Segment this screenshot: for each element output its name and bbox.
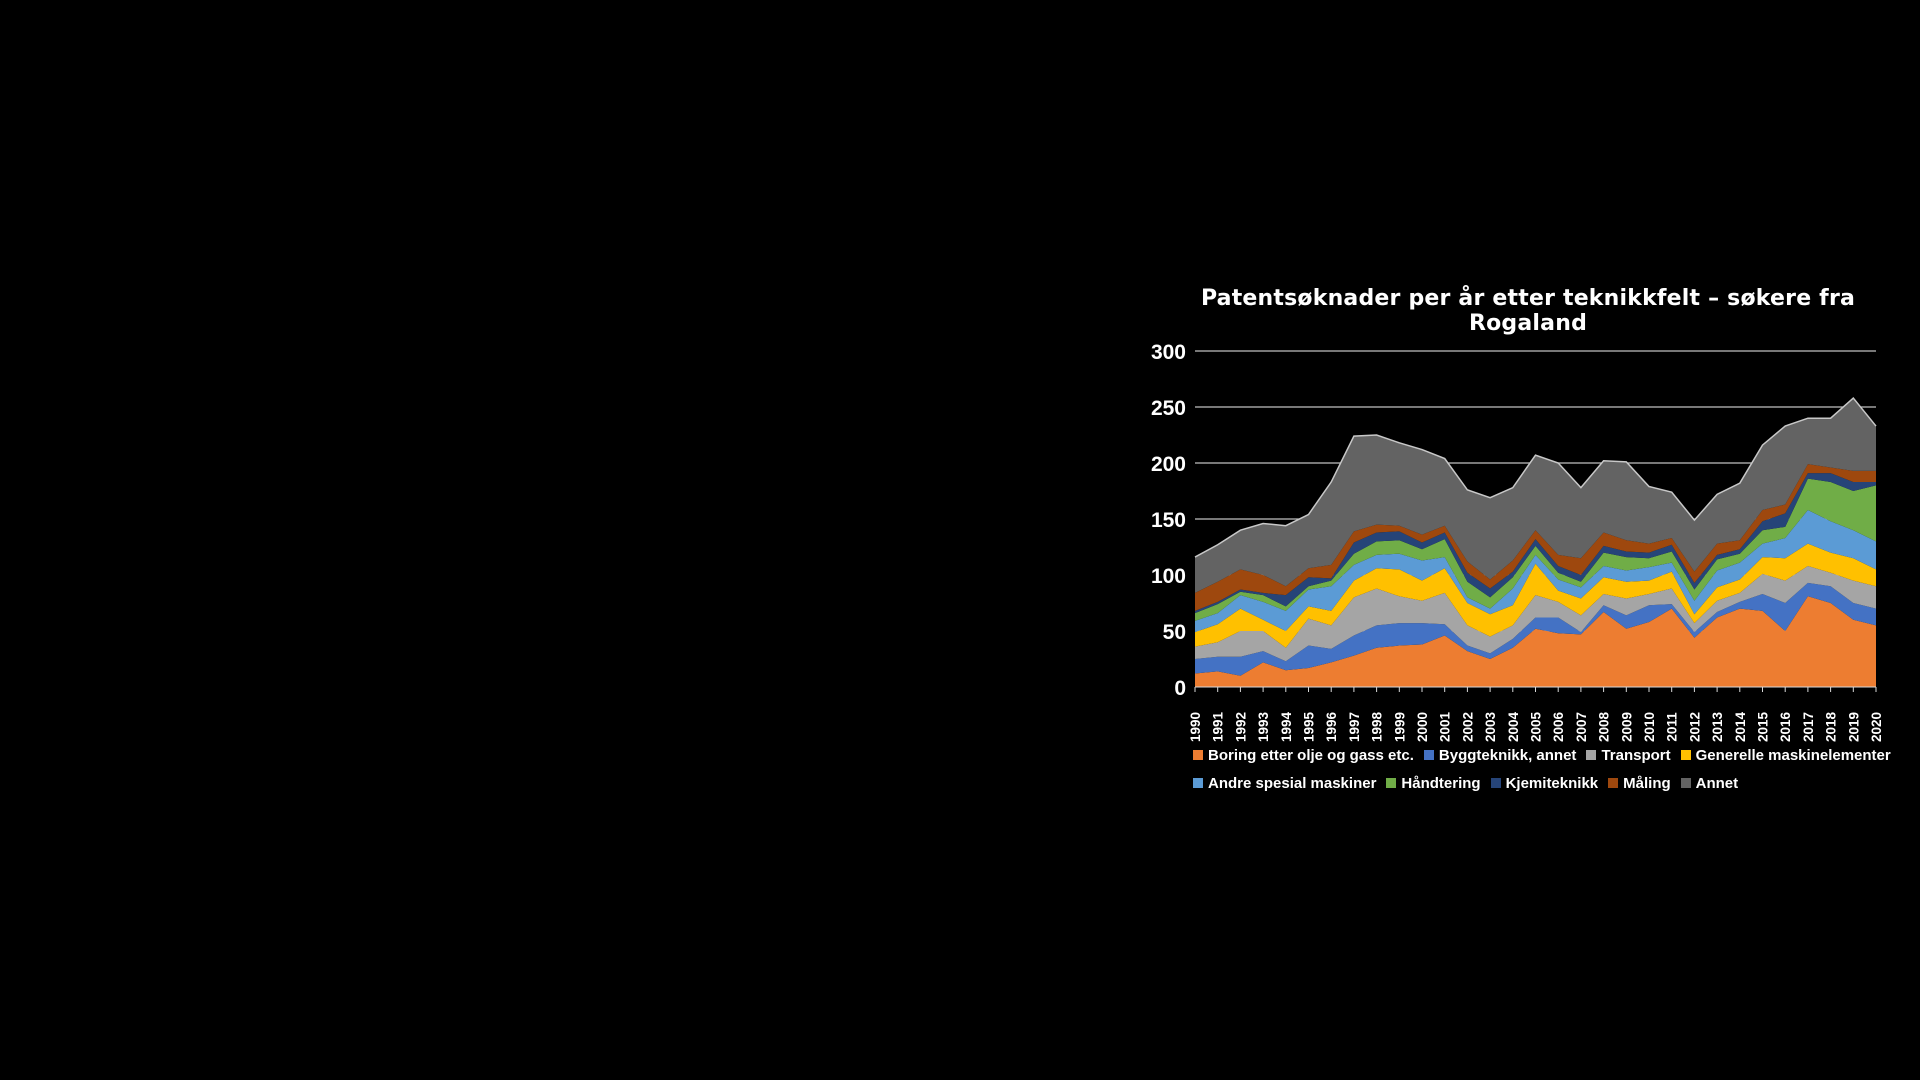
x-tick-label: 2000 bbox=[1415, 712, 1430, 742]
x-tick-label: 2013 bbox=[1710, 711, 1725, 742]
x-tick-label: 2015 bbox=[1756, 711, 1771, 742]
legend-swatch bbox=[1608, 778, 1619, 788]
x-tick-label: 1991 bbox=[1211, 711, 1226, 742]
x-tick-label: 1994 bbox=[1279, 711, 1294, 742]
area-series bbox=[1194, 396, 1877, 688]
y-tick-label: 50 bbox=[1163, 621, 1186, 644]
y-axis: 0 50 100 150 200 250 300 bbox=[1151, 341, 1186, 700]
legend-swatch bbox=[1386, 778, 1397, 788]
legend-label: Annet bbox=[1695, 774, 1739, 792]
legend-swatch bbox=[1680, 778, 1691, 788]
x-tick-label: 2005 bbox=[1529, 711, 1544, 742]
x-tick-label: 2020 bbox=[1869, 712, 1884, 742]
chart-title: Patentsøknader per år etter teknikkfelt … bbox=[1200, 286, 1856, 336]
legend-item: Byggteknikk, annet bbox=[1423, 746, 1577, 764]
x-tick-label: 2002 bbox=[1460, 712, 1475, 742]
x-tick-label: 2003 bbox=[1483, 711, 1498, 742]
legend: Boring etter olje og gass etc. Byggteknik… bbox=[1193, 741, 1893, 797]
legend-swatch bbox=[1193, 750, 1203, 760]
legend-item: Transport bbox=[1586, 746, 1671, 764]
x-tick-label: 2008 bbox=[1597, 711, 1612, 742]
y-tick-label: 0 bbox=[1174, 677, 1186, 700]
legend-label: Boring etter olje og gass etc. bbox=[1208, 746, 1414, 764]
legend-label: Kjemiteknikk bbox=[1505, 774, 1599, 792]
legend-row: Boring etter olje og gass etc. Byggteknik… bbox=[1193, 741, 1893, 769]
y-tick-label: 150 bbox=[1151, 509, 1186, 532]
area-byggteknikk-annet bbox=[1195, 582, 1876, 676]
y-tick-label: 300 bbox=[1151, 341, 1186, 364]
total-outline bbox=[1194, 396, 1877, 558]
x-tick-label: 2004 bbox=[1506, 711, 1521, 742]
x-tick-label: 2010 bbox=[1642, 712, 1657, 742]
x-tick-label: 1992 bbox=[1233, 712, 1248, 742]
legend-label: Måling bbox=[1623, 774, 1671, 792]
legend-row: Andre spesial maskiner Håndtering Kjemitek… bbox=[1193, 769, 1893, 797]
x-tick-label: 1995 bbox=[1302, 711, 1317, 742]
x-tick-label: 2018 bbox=[1824, 711, 1839, 742]
legend-swatch bbox=[1586, 750, 1597, 760]
y-tick-label: 100 bbox=[1151, 565, 1186, 588]
x-tick-label: 1999 bbox=[1392, 712, 1407, 742]
x-tick-label: 1990 bbox=[1188, 712, 1203, 742]
x-axis: 1990 1991 1992 1993 1994 1995 1996 1997 1998 1999… bbox=[1188, 687, 1884, 742]
legend-label: Andre spesial maskiner bbox=[1208, 774, 1377, 792]
legend-item: Måling bbox=[1608, 775, 1671, 792]
legend-label: Byggteknikk, annet bbox=[1438, 746, 1577, 764]
y-tick-label: 250 bbox=[1151, 397, 1186, 420]
area-transport bbox=[1195, 566, 1876, 662]
x-tick-label: 2001 bbox=[1438, 711, 1453, 742]
x-tick-label: 1998 bbox=[1370, 711, 1385, 742]
area-andre-spesial-maskiner bbox=[1195, 510, 1876, 633]
legend-item: Kjemiteknikk bbox=[1490, 774, 1599, 792]
x-tick-label: 2017 bbox=[1801, 712, 1816, 742]
x-tick-label: 2007 bbox=[1574, 712, 1589, 742]
area-måling bbox=[1195, 464, 1876, 611]
x-tick-label: 2014 bbox=[1733, 711, 1748, 742]
x-tick-label: 2019 bbox=[1846, 712, 1861, 742]
legend-item: Annet bbox=[1680, 774, 1739, 792]
legend-swatch bbox=[1680, 750, 1691, 760]
area-håndtering bbox=[1195, 478, 1876, 621]
legend-label: Transport bbox=[1601, 746, 1671, 764]
legend-label: Håndtering bbox=[1401, 774, 1481, 792]
legend-swatch bbox=[1423, 750, 1434, 760]
area-generelle-maskinelementer bbox=[1195, 543, 1876, 648]
legend-swatch bbox=[1193, 778, 1203, 788]
x-tick-label: 1996 bbox=[1324, 711, 1339, 742]
x-tick-label: 2011 bbox=[1665, 712, 1680, 742]
area-kjemiteknikk bbox=[1195, 473, 1876, 614]
x-tick-label: 2012 bbox=[1687, 712, 1702, 742]
legend-item: Håndtering bbox=[1386, 774, 1481, 792]
area-annet bbox=[1195, 398, 1876, 593]
legend-item: Boring etter olje og gass etc. bbox=[1193, 747, 1414, 764]
legend-item: Generelle maskinelementer bbox=[1680, 746, 1891, 764]
x-tick-label: 2016 bbox=[1778, 711, 1793, 742]
x-tick-label: 1997 bbox=[1347, 712, 1362, 742]
area-boring-etter-olje-og-gass-etc- bbox=[1195, 596, 1876, 687]
legend-item: Andre spesial maskiner bbox=[1193, 775, 1376, 792]
legend-label: Generelle maskinelementer bbox=[1695, 746, 1891, 764]
x-tick-label: 2009 bbox=[1619, 712, 1634, 742]
x-tick-label: 2006 bbox=[1551, 711, 1566, 742]
y-tick-label: 200 bbox=[1151, 453, 1186, 476]
x-tick-label: 1993 bbox=[1256, 711, 1271, 742]
legend-swatch bbox=[1490, 778, 1501, 788]
